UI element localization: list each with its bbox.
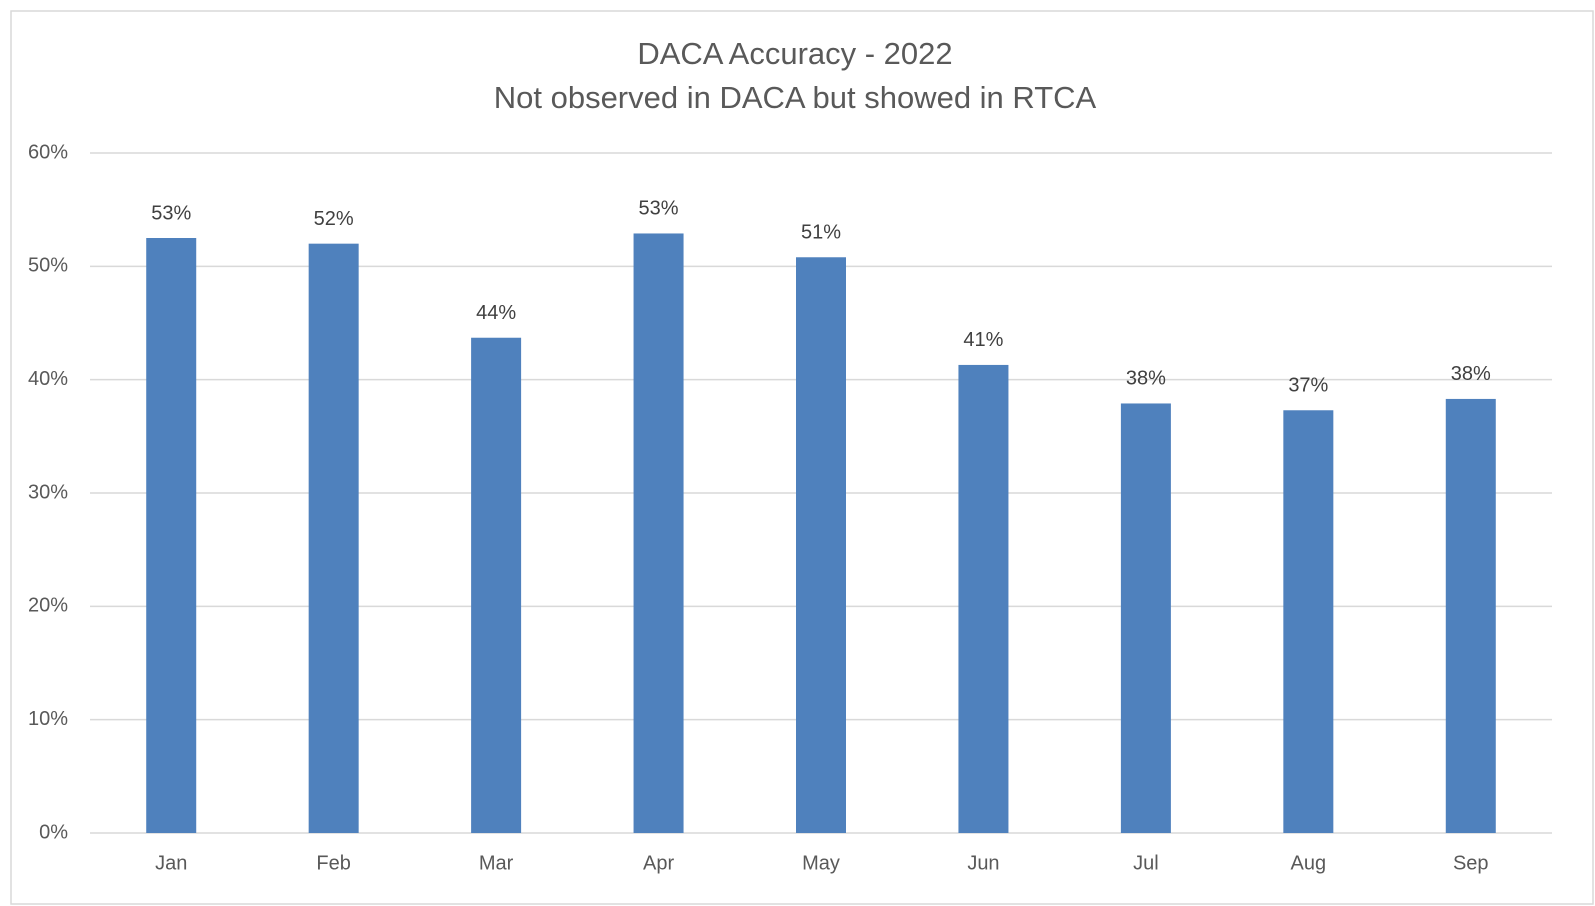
- y-tick-label: 10%: [28, 708, 68, 730]
- x-tick-label: Jul: [1133, 852, 1159, 874]
- bar: [633, 233, 684, 833]
- chart-title: DACA Accuracy - 2022: [637, 36, 952, 71]
- value-label: 51%: [801, 222, 841, 244]
- x-tick-label: Jun: [967, 852, 999, 874]
- x-tick-label: Aug: [1291, 852, 1327, 874]
- x-tick-label: Feb: [316, 852, 350, 874]
- bar: [308, 243, 359, 833]
- x-tick-label: Apr: [643, 852, 674, 874]
- y-tick-label: 40%: [28, 368, 68, 390]
- y-tick-label: 50%: [28, 255, 68, 277]
- value-label: 52%: [314, 208, 354, 230]
- bar: [146, 238, 197, 833]
- bar: [471, 337, 522, 833]
- x-tick-label: Sep: [1453, 852, 1489, 874]
- y-tick-label: 20%: [28, 595, 68, 617]
- value-label: 53%: [639, 198, 679, 220]
- bar: [1445, 398, 1496, 833]
- y-tick-label: 60%: [28, 141, 68, 163]
- x-tick-label: Mar: [479, 852, 514, 874]
- x-tick-label: May: [802, 852, 840, 874]
- value-label: 53%: [151, 202, 191, 224]
- y-tick-label: 0%: [39, 821, 68, 843]
- bar: [796, 257, 846, 833]
- value-label: 38%: [1126, 368, 1166, 390]
- chart-subtitle: Not observed in DACA but showed in RTCA: [494, 80, 1097, 115]
- value-label: 44%: [476, 302, 516, 324]
- y-tick-label: 30%: [28, 481, 68, 503]
- bar: [1283, 410, 1334, 833]
- value-label: 38%: [1451, 363, 1491, 385]
- x-tick-label: Jan: [155, 852, 187, 874]
- bar: [958, 364, 1009, 833]
- value-label: 41%: [963, 329, 1003, 351]
- value-label: 37%: [1288, 375, 1328, 397]
- bar: [1120, 403, 1171, 833]
